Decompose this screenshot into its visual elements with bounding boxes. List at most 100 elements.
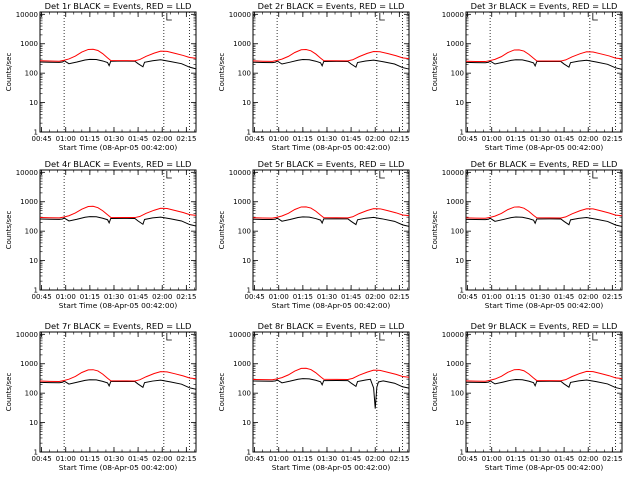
detector-panel-8: Det 8r BLACK = Events, RED = LLD 1 10 100 10… [218, 321, 410, 472]
x-tick-label: 02:00 [365, 455, 385, 463]
y-tick-label: 10000 [442, 169, 464, 177]
y-tick-label: 100 [238, 70, 251, 78]
x-tick-label: 01:30 [317, 135, 337, 143]
series-lld-line [39, 205, 197, 219]
bracket-mark [166, 171, 172, 179]
y-tick-label: 1000 [20, 40, 38, 48]
x-tick-label: 02:15 [602, 455, 622, 463]
detector-panel-2: Det 2r BLACK = Events, RED = LLD 1 10 100 10… [218, 1, 410, 152]
x-tick-label: 01:45 [341, 135, 361, 143]
x-axis-label: Start Time (08-Apr-05 00:42:00) [485, 301, 604, 310]
panel-title: Det 7r BLACK = Events, RED = LLD [45, 321, 192, 331]
detector-panel-4: Det 4r BLACK = Events, RED = LLD 1 10 100 10… [5, 159, 197, 310]
series-lld-line [465, 49, 623, 63]
x-tick-label: 00:45 [458, 293, 478, 301]
x-tick-label: 01:30 [530, 293, 550, 301]
bracket-mark [379, 171, 385, 179]
panel-title: Det 4r BLACK = Events, RED = LLD [45, 159, 192, 169]
y-tick-label: 100 [238, 390, 251, 398]
series-events-line [252, 378, 410, 409]
y-tick-label: 1 [34, 129, 38, 137]
x-tick-label: 01:00 [56, 135, 76, 143]
x-tick-label: 02:15 [602, 293, 622, 301]
x-tick-label: 00:45 [32, 135, 52, 143]
y-tick-label: 10 [29, 257, 38, 265]
x-tick-label: 00:45 [32, 293, 52, 301]
x-tick-label: 01:15 [506, 135, 526, 143]
y-tick-label: 1 [460, 287, 464, 295]
y-tick-label: 10 [455, 257, 464, 265]
y-tick-label: 10000 [229, 11, 251, 19]
plot-frame [252, 169, 410, 291]
x-tick-label: 00:45 [32, 455, 52, 463]
y-tick-label: 10 [242, 99, 251, 107]
x-tick-label: 02:00 [578, 135, 598, 143]
x-tick-label: 01:15 [80, 135, 100, 143]
series-lld-line [252, 49, 410, 62]
y-axis-label: Counts/sec [5, 211, 13, 250]
y-tick-label: 10000 [442, 331, 464, 339]
bracket-mark [592, 333, 598, 341]
x-tick-label: 01:00 [56, 293, 76, 301]
x-tick-label: 01:15 [293, 135, 313, 143]
x-tick-label: 00:45 [245, 293, 265, 301]
x-tick-label: 01:45 [128, 135, 148, 143]
series-lld-line [39, 48, 197, 62]
bracket-mark [379, 333, 385, 341]
panel-title: Det 8r BLACK = Events, RED = LLD [258, 321, 405, 331]
x-axis-label: Start Time (08-Apr-05 00:42:00) [59, 143, 178, 152]
x-tick-label: 01:45 [128, 293, 148, 301]
x-tick-label: 00:45 [245, 455, 265, 463]
y-tick-label: 1000 [20, 360, 38, 368]
detector-panel-5: Det 5r BLACK = Events, RED = LLD 1 10 100 10… [218, 159, 410, 310]
y-tick-label: 100 [451, 228, 464, 236]
x-tick-label: 01:45 [341, 293, 361, 301]
series-lld-line [465, 369, 623, 382]
bracket-mark [166, 13, 172, 21]
y-axis-label: Counts/sec [431, 211, 439, 250]
series-lld-line [465, 206, 623, 219]
x-tick-label: 01:15 [293, 455, 313, 463]
x-tick-label: 01:15 [293, 293, 313, 301]
y-tick-label: 100 [451, 390, 464, 398]
detector-panel-6: Det 6r BLACK = Events, RED = LLD 1 10 100 10… [431, 159, 623, 310]
x-tick-label: 01:00 [482, 135, 502, 143]
y-tick-label: 10000 [16, 331, 38, 339]
y-tick-label: 1000 [446, 198, 464, 206]
y-tick-label: 1 [247, 287, 251, 295]
x-tick-label: 01:30 [530, 455, 550, 463]
x-tick-label: 00:45 [458, 135, 478, 143]
x-tick-label: 01:30 [104, 135, 124, 143]
x-axis-label: Start Time (08-Apr-05 00:42:00) [272, 143, 391, 152]
plot-frame [465, 331, 623, 453]
x-tick-label: 02:00 [578, 455, 598, 463]
y-tick-label: 100 [25, 390, 38, 398]
x-tick-label: 01:15 [80, 455, 100, 463]
x-axis-label: Start Time (08-Apr-05 00:42:00) [485, 143, 604, 152]
x-tick-label: 01:00 [56, 455, 76, 463]
x-axis-label: Start Time (08-Apr-05 00:42:00) [59, 463, 178, 472]
x-tick-label: 01:30 [317, 293, 337, 301]
plot-frame [252, 331, 410, 453]
x-tick-label: 02:00 [365, 293, 385, 301]
plot-frame [252, 11, 410, 133]
y-tick-label: 1000 [446, 360, 464, 368]
x-tick-label: 01:45 [554, 455, 574, 463]
x-axis-label: Start Time (08-Apr-05 00:42:00) [59, 301, 178, 310]
y-axis-label: Counts/sec [218, 53, 226, 92]
panel-title: Det 5r BLACK = Events, RED = LLD [258, 159, 405, 169]
y-tick-label: 100 [238, 228, 251, 236]
x-tick-label: 02:15 [389, 455, 409, 463]
y-tick-label: 100 [451, 70, 464, 78]
plot-frame [465, 169, 623, 291]
y-tick-label: 1000 [233, 360, 251, 368]
x-tick-label: 02:15 [389, 135, 409, 143]
y-tick-label: 100 [25, 228, 38, 236]
series-lld-line [252, 367, 410, 381]
y-tick-label: 1000 [446, 40, 464, 48]
y-tick-label: 1 [247, 449, 251, 457]
y-tick-label: 100 [25, 70, 38, 78]
x-tick-label: 02:00 [152, 455, 172, 463]
panel-title: Det 9r BLACK = Events, RED = LLD [471, 321, 618, 331]
